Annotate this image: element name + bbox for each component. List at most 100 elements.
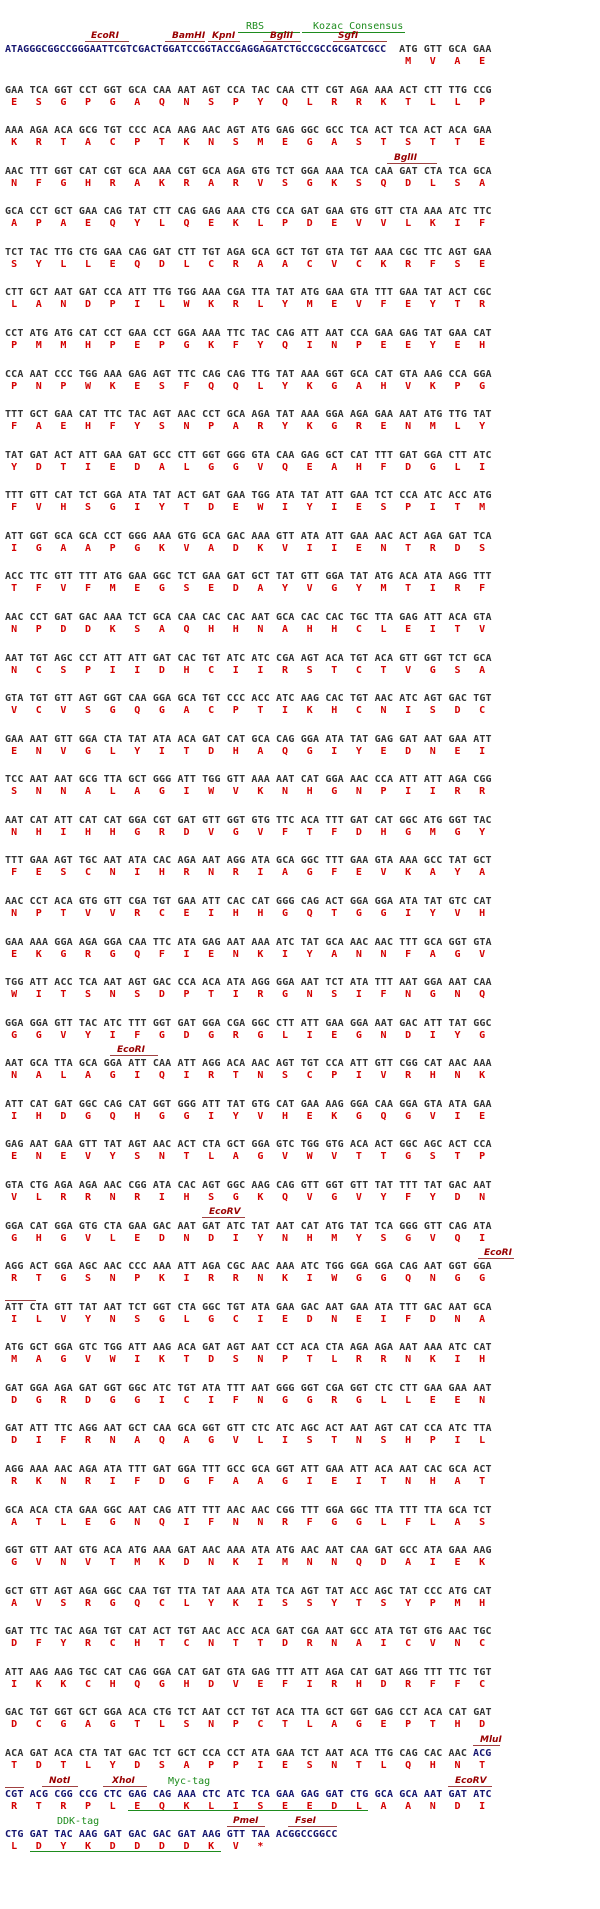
- site-bglii: BglII: [263, 31, 301, 42]
- codon-line: ATT CTA GTT TAT AAT TCT GGT CTA GGC TGT …: [5, 1301, 492, 1313]
- site-ecori: EcoRI: [85, 31, 129, 42]
- codon-line: ATT GGT GCA GCA CCT GGG AAA GTG GCA GAC …: [5, 530, 492, 542]
- myc-tag-underline: [128, 1810, 368, 1811]
- codon-line: GAC TGT GGT GCT GGA ACA CTG TCT AAT CCT …: [5, 1707, 492, 1719]
- amino-acid-translation: NPDDKSAQHHNAHHCLEITV: [11, 623, 504, 635]
- codon-line: TAT GAT ACT ATT GAA GAT GCC CTT GGT GGG …: [5, 449, 492, 461]
- amino-acid-translation: KRTACPTKNSMEGASTSTTE: [11, 137, 504, 149]
- feature-kozac-consensus: Kozac Consensus: [302, 22, 405, 33]
- codon-line: CCT ATG ATG CAT CCT GAA CCT GGA AAA TTC …: [5, 327, 492, 339]
- codon-line: ATG GCT GGA GTC TGG ATT AAG ACA GAT AGT …: [5, 1342, 492, 1354]
- codon-line: GTA CTG AGA AGA AAC CGG ATA CAC AGT GGC …: [5, 1179, 492, 1191]
- amino-acid-translation: ATLEGNQIFNNRFGGLFLAS: [11, 1516, 504, 1528]
- codon-line: CGT ACG CGG CCG CTC GAG CAG AAA CTC ATC …: [5, 1788, 492, 1800]
- codon-line: GGA GGA GTT TAC ATC TTT GGT GAT GGA CGA …: [5, 1017, 492, 1029]
- codon-line: AAC TTT GGT CAT CGT GCA AAA CGT GCA AGA …: [5, 165, 492, 177]
- amino-acid-translation: TFVFMEGSEDAYVGYMTIRF: [11, 583, 504, 595]
- codon-line: AAT CAT ATT CAT CAT GGA CGT GAT GTT GGT …: [5, 814, 492, 826]
- codon-line: GCA ACA CTA GAA GGC AAT CAG ATT TTT AAC …: [5, 1504, 492, 1516]
- codon-line: AAC CCT GAT GAC AAA TCT GCA CAA CAC CAC …: [5, 611, 492, 623]
- codon-line: TTT GTT CAT TCT GGA ATA TAT ACT GAT GAA …: [5, 490, 492, 502]
- amino-acid-translation: DFYRCHTCNTTDRNAICVNC: [11, 1638, 504, 1650]
- codon-line: GGT GTT AAT GTG ACA ATG AAA GAT AAC AAA …: [5, 1545, 492, 1557]
- site-kpni: KpnI: [208, 31, 240, 42]
- amino-acid-translation: WITSNSDPTIRGNSIFNGNQ: [11, 989, 504, 1001]
- site-ecori: EcoRI: [478, 1248, 514, 1259]
- codon-line: TTT GCT GAA CAT TTC TAC AGT AAC CCT GCA …: [5, 409, 492, 421]
- codon-line: TTT GAA AGT TGC AAT ATA CAC AGA AAT AGG …: [5, 855, 492, 867]
- codon-line: CTT GCT AAT GAT CCA ATT TTG TGG AAA CGA …: [5, 287, 492, 299]
- amino-acid-translation: NHIHHGRDVGVFTFDHGMGY: [11, 826, 504, 838]
- amino-acid-translation: SYLLEQDLCRAACVCKRFSE: [11, 258, 504, 270]
- codon-line: GAA TCA GGT CCT GGT GCA CAA AAT AGT CCA …: [5, 84, 492, 96]
- amino-acid-translation: LDYKDDDDKV*: [11, 1841, 283, 1853]
- codon-line: GAA AAT GTT GGA CTA TAT ATA ACA GAT CAT …: [5, 733, 492, 745]
- site-bamhi: BamHI: [165, 31, 205, 42]
- amino-acid-translation: SNNALAGIWVKNHGNPIIRR: [11, 786, 504, 798]
- amino-acid-translation: GHGVLEDNDIYNHMYSGVQI: [11, 1232, 504, 1244]
- site-fsei: FseI: [288, 1816, 337, 1827]
- codon-line: ATT AAG AAG TGC CAT CAG GGA CAT GAT GTA …: [5, 1666, 492, 1678]
- codon-line: GAT GGA AGA GAT GGT GGC ATC TGT ATA TTT …: [5, 1382, 492, 1394]
- amino-acid-translation: MAGVWIKTDSNPTLRRNKIH: [11, 1354, 504, 1366]
- codon-line: GCT GTT AGT AGA GGC CAA TGT TTA TAT AAA …: [5, 1585, 492, 1597]
- codon-line: GAA AAA GGA AGA GGA CAA TTC ATA GAG AAT …: [5, 936, 492, 948]
- site-ecorv: EcoRV: [448, 1776, 492, 1787]
- amino-acid-translation: NPTVVRCEIHHGQTGGIYVH: [11, 907, 504, 919]
- vector-sequence: ACG: [472, 1747, 492, 1759]
- ddk-tag-underline: [30, 1851, 221, 1852]
- amino-acid-translation: IGAAPGKVADKVIIENTRDS: [11, 542, 504, 554]
- codon-line: AGG AAA AAC AGA ATA TTT GAT GGA TTT GCC …: [5, 1463, 492, 1475]
- codon-line: ACA GAT ACA CTA TAT GAC TCT GCT CCA CCT …: [5, 1747, 468, 1759]
- amino-acid-translation: GVNVTMKDNKIMNNQDAIEK: [11, 1557, 504, 1569]
- amino-acid-translation: APAEQYLQEKLPDEVVLKIF: [11, 218, 504, 230]
- amino-acid-translation: TDTLYDSAPPIESNTLQHNT: [11, 1759, 504, 1771]
- amino-acid-translation: YDTIEDALGGVQEAHFDGLI: [11, 461, 504, 473]
- codon-line: ACC TTC GTT TTT ATG GAA GGC TCT GAA GAT …: [5, 571, 492, 583]
- feature-ddk-tag: DDK-tag: [57, 1816, 100, 1827]
- codon-line: CCA AAT CCC TGG AAA GAG AGT TTC CAG CAG …: [5, 368, 492, 380]
- site-xhoi: XhoI: [103, 1776, 147, 1787]
- vector-sequence: ATAGGGCGGCCGGGAATTCGTCGACTGGATCCGGTACCGA…: [5, 44, 387, 55]
- amino-acid-translation: VLRRNRIHSGKQVGVYFYDN: [11, 1191, 504, 1203]
- amino-acid-translation: ESGPGAQNSPYQLRRKTLLP: [11, 96, 504, 108]
- amino-acid-translation: AVSRGQCLYKISSYTSYPMH: [11, 1597, 504, 1609]
- amino-acid-translation: ENEVYSNTLAGVWVTTGSTP: [11, 1151, 504, 1163]
- amino-acid-translation: RTRPLEQKLISEEDLAANDI: [11, 1800, 504, 1812]
- amino-acid-translation: ENVGLYITDHAQGIYEDNEI: [11, 745, 504, 757]
- site-bglii: BglII: [387, 153, 437, 164]
- codon-line: GAT TTC TAC AGA TGT CAT ACT TGT AAC ACC …: [5, 1626, 492, 1638]
- codon-line: AAT TGT AGC CCT ATT ATT GAT CAC TGT ATC …: [5, 652, 492, 664]
- site-noti: NotI: [42, 1776, 78, 1787]
- codon-line: GAT ATT TTC AGG AAT GCT CAA GCA GGT GTT …: [5, 1423, 492, 1435]
- amino-acid-translation: RKNRIFDGFAAGIEITNHAT: [11, 1475, 504, 1487]
- amino-acid-translation: FVHSGIYTDEWIYIESPITM: [11, 502, 504, 514]
- site-pmei: PmeI: [227, 1816, 265, 1827]
- codon-line: TGG ATT ACC TCA AAT AGT GAC CCA ACA ATA …: [5, 977, 492, 989]
- amino-acid-translation: ILVYNSGLGCIEDNEIFDNA: [11, 1313, 504, 1325]
- amino-acid-translation: DIFRNAQAGVLISTNSHPIL: [11, 1435, 504, 1447]
- feature-rbs: RBS: [238, 22, 300, 33]
- amino-acid-translation: MVAE: [405, 56, 504, 67]
- codon-line: GGA CAT GGA GTG CTA GAA GAC AAT GAT ATC …: [5, 1220, 492, 1232]
- amino-acid-translation: GGVYIFGDGRGLIEGNDIYG: [11, 1029, 504, 1041]
- codon-line: GAG AAT GAA GTT TAT AGT AAC ACT CTA GCT …: [5, 1139, 492, 1151]
- site-ecorv: EcoRV: [202, 1207, 245, 1218]
- codon-line: ATG GTT GCA GAA: [399, 44, 492, 55]
- amino-acid-translation: EKGRGQFIENKIYANNFAGV: [11, 948, 504, 960]
- codon-line: ATT CAT GAT GGC CAG CAT GGT GGG ATT TAT …: [5, 1098, 492, 1110]
- feature-myc-tag: Myc-tag: [168, 1776, 211, 1787]
- amino-acid-translation: LANDPILWKRLYMEVFEYTR: [11, 299, 504, 311]
- site-sgfi: SgfI: [333, 31, 387, 42]
- amino-acid-translation: PNPWKESFQQLYKGAHVKPG: [11, 380, 504, 392]
- codon-line: TCC AAT AAT GCG TTA GCT GGG ATT TGG GTT …: [5, 774, 492, 786]
- amino-acid-translation: RTGSNPKIRRNKIWGGQNGG: [11, 1273, 504, 1285]
- amino-acid-translation: DGRDGGICIFNGGRGLLEEN: [11, 1394, 504, 1406]
- codon-line: AAC CCT ACA GTG GTT CGA TGT GAA ATT CAC …: [5, 895, 492, 907]
- amino-acid-translation: IHDGQHGGIYVHEKGQGVIE: [11, 1110, 504, 1122]
- amino-acid-translation: IKKCHQGHDVEFIRHDRFFC: [11, 1678, 504, 1690]
- amino-acid-translation: DCGAGTLSNPCTLAGEPTHD: [11, 1719, 504, 1731]
- amino-acid-translation: NCSPIIDHCIIRSTCTVGSA: [11, 664, 504, 676]
- codon-line: TCT TAC TTG CTG GAA CAG GAT CTT TGT AGA …: [5, 246, 492, 258]
